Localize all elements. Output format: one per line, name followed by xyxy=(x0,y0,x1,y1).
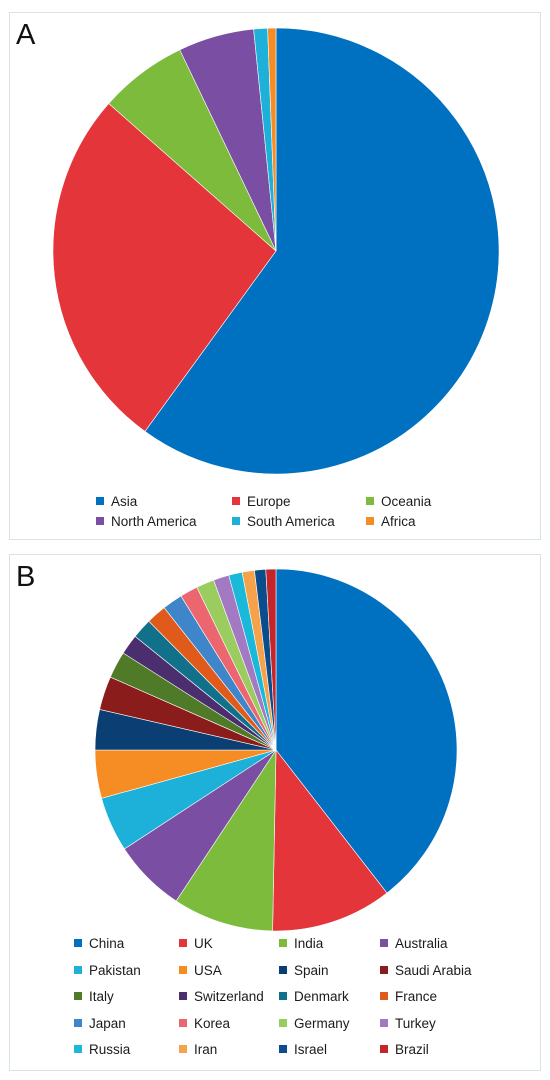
legend-item-oceania: Oceania xyxy=(366,493,431,511)
legend-item-saudi-arabia: Saudi Arabia xyxy=(380,962,472,980)
legend-label: Oceania xyxy=(381,494,432,509)
pie-slice-africa xyxy=(267,27,277,252)
legend-label: Europe xyxy=(247,494,291,509)
panel-label-b: B xyxy=(16,561,36,593)
pie-slice-asia xyxy=(144,27,500,475)
pie-chart-b xyxy=(94,568,458,932)
legend-swatch xyxy=(74,992,82,1000)
legend-swatch xyxy=(279,965,287,974)
legend-swatch xyxy=(74,1018,82,1027)
legend-label: Switzerland xyxy=(194,989,264,1004)
legend-label: USA xyxy=(194,962,222,978)
legend-item-pakistan: Pakistan xyxy=(74,962,141,980)
legend-label: South America xyxy=(247,514,335,529)
legend-label: Australia xyxy=(395,936,448,951)
legend-label: Brazil xyxy=(395,1042,429,1057)
pie-slice-europe xyxy=(52,103,277,432)
legend-item-north-america: North America xyxy=(96,513,197,531)
pie-slice-china xyxy=(275,568,458,894)
legend-swatch xyxy=(279,992,287,1000)
legend-item-japan: Japan xyxy=(74,1015,126,1033)
legend-label: Russia xyxy=(89,1042,131,1057)
legend-label: Israel xyxy=(294,1042,328,1057)
legend-swatch xyxy=(279,1045,287,1053)
legend-swatch xyxy=(179,1045,187,1053)
legend-label: India xyxy=(294,936,324,951)
legend-item-australia: Australia xyxy=(380,935,448,953)
legend-swatch xyxy=(380,939,388,947)
legend-label: Pakistan xyxy=(89,962,141,978)
legend-swatch xyxy=(179,939,187,947)
legend-swatch xyxy=(380,992,388,1000)
legend-label: France xyxy=(395,989,438,1004)
legend-item-russia: Russia xyxy=(74,1041,130,1059)
legend-label: Iran xyxy=(194,1042,218,1057)
legend-swatch xyxy=(96,517,104,525)
legend-item-turkey: Turkey xyxy=(380,1015,436,1033)
legend-label: Italy xyxy=(89,989,114,1004)
legend-label: Africa xyxy=(381,514,416,529)
chart-panel-a: A Asia Europe Oceania North America South Am… xyxy=(9,12,541,540)
legend-item-iran: Iran xyxy=(179,1041,217,1059)
pie-slice-brazil xyxy=(265,568,277,751)
legend-swatch xyxy=(232,517,240,525)
legend-swatch xyxy=(179,992,187,1000)
legend-item-italy: Italy xyxy=(74,988,114,1006)
legend-label: Japan xyxy=(89,1015,126,1031)
legend-swatch xyxy=(74,1045,82,1053)
pie-chart-a xyxy=(52,27,500,475)
legend-swatch xyxy=(380,965,388,974)
legend-item-israel: Israel xyxy=(279,1041,327,1059)
chart-panel-b: B China UK India Australia Pakistan USA Spain S… xyxy=(9,554,541,1071)
legend-label: UK xyxy=(194,936,213,951)
legend-label: Asia xyxy=(111,494,138,509)
legend-swatch xyxy=(74,965,82,974)
legend-swatch xyxy=(366,517,374,525)
legend-item-india: India xyxy=(279,935,323,953)
legend-item-uk: UK xyxy=(179,935,213,953)
legend-item-switzerland: Switzerland xyxy=(179,988,264,1006)
legend-label: Korea xyxy=(194,1015,231,1031)
legend-item-south-america: South America xyxy=(232,513,335,531)
legend-item-china: China xyxy=(74,935,124,953)
legend-swatch xyxy=(179,965,187,974)
pie-slice-uk xyxy=(272,749,388,932)
legend-swatch xyxy=(279,939,287,947)
legend-item-usa: USA xyxy=(179,962,222,980)
pie-slice-india xyxy=(175,748,277,932)
legend-item-france: France xyxy=(380,988,437,1006)
legend-item-spain: Spain xyxy=(279,962,329,980)
legend-swatch xyxy=(96,497,104,505)
legend-swatch xyxy=(380,1045,388,1053)
legend-label: Turkey xyxy=(395,1015,436,1031)
legend-swatch xyxy=(232,497,240,505)
legend-label: Spain xyxy=(294,962,329,978)
legend-item-denmark: Denmark xyxy=(279,988,349,1006)
legend-swatch xyxy=(279,1018,287,1027)
legend-swatch xyxy=(380,1018,388,1027)
legend-label: China xyxy=(89,936,125,951)
legend-label: Saudi Arabia xyxy=(395,962,472,978)
legend-item-asia: Asia xyxy=(96,493,137,511)
legend-label: Denmark xyxy=(294,989,349,1004)
legend-item-europe: Europe xyxy=(232,493,291,511)
legend-swatch xyxy=(179,1018,187,1027)
panel-label-a: A xyxy=(16,19,36,51)
legend-item-korea: Korea xyxy=(179,1015,230,1033)
legend-label: Germany xyxy=(294,1015,350,1031)
legend-swatch xyxy=(74,939,82,947)
legend-item-brazil: Brazil xyxy=(380,1041,429,1059)
legend-item-germany: Germany xyxy=(279,1015,350,1033)
legend-item-africa: Africa xyxy=(366,513,416,531)
legend-label: North America xyxy=(111,514,197,529)
legend-swatch xyxy=(366,497,374,505)
